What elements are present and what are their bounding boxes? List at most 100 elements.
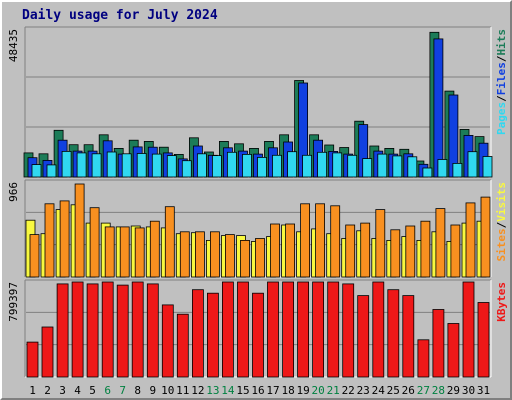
- panel-visits-sites: 966 Sites/Visits: [7, 179, 508, 278]
- bar-pages-day-5: [91, 153, 102, 178]
- bar-kbytes-day-7: [116, 284, 129, 378]
- x-tick-label: 2: [44, 384, 51, 397]
- bar-pages-day-22: [347, 154, 358, 178]
- bar-kbytes-day-20: [312, 281, 325, 378]
- bar-sites-day-26: [405, 225, 416, 278]
- bar-pages-day-15: [242, 153, 252, 178]
- bar-pages-day-3: [61, 150, 72, 178]
- x-tick-label: 28: [432, 384, 445, 397]
- legend-item-pages: Pages: [495, 102, 508, 135]
- x-tick-label: 27: [417, 384, 430, 397]
- bar-kbytes-day-3: [56, 283, 69, 378]
- legend-item-sep1: /: [495, 221, 508, 228]
- bar-pages-day-18: [287, 151, 298, 178]
- x-tick-label: 14: [221, 384, 235, 397]
- bar-pages-day-17: [272, 154, 282, 178]
- x-tick-label: 6: [104, 384, 111, 397]
- bar-kbytes-day-8: [131, 281, 144, 378]
- bar-sites-day-21: [330, 205, 341, 278]
- bar-sites-day-31: [480, 196, 491, 278]
- bar-kbytes-day-19: [297, 281, 310, 378]
- bar-pages-day-29: [452, 162, 463, 178]
- bar-files-day-28: [433, 38, 444, 178]
- legend-item-sites: Sites: [495, 228, 508, 261]
- bar-pages-day-11: [181, 160, 192, 178]
- x-tick-label: 29: [447, 384, 460, 397]
- bar-sites-day-15: [240, 239, 250, 278]
- bar-sites-day-29: [450, 224, 461, 278]
- x-tick-label: 8: [134, 384, 141, 397]
- bar-sites-day-19: [300, 203, 311, 278]
- legend-item-sep2: /: [495, 55, 508, 62]
- bar-kbytes-day-13: [206, 292, 219, 378]
- bar-kbytes-day-2: [41, 326, 54, 378]
- bar-sites-day-30: [465, 202, 476, 278]
- bar-kbytes-day-15: [237, 281, 249, 378]
- bar-pages-day-24: [377, 153, 388, 178]
- bar-sites-day-4: [74, 183, 85, 278]
- panel-kbytes: 799397 KBytes: [7, 279, 508, 378]
- legend-item-files: Files: [495, 62, 508, 95]
- bar-sites-day-13: [209, 231, 220, 278]
- bar-pages-day-25: [392, 155, 403, 178]
- bar-kbytes-day-10: [161, 304, 174, 378]
- bar-pages-day-28: [437, 159, 448, 178]
- x-tick-label: 13: [206, 384, 219, 397]
- x-tick-label: 10: [161, 384, 174, 397]
- x-tick-label: 5: [89, 384, 96, 397]
- x-tick-label: 30: [462, 384, 475, 397]
- bar-pages-day-27: [422, 167, 433, 178]
- bar-sites-day-14: [224, 234, 235, 278]
- x-tick-label: 18: [281, 384, 294, 397]
- bar-sites-day-27: [420, 220, 431, 278]
- bar-sites-day-22: [345, 224, 356, 278]
- bar-kbytes-day-6: [101, 281, 114, 378]
- x-tick-label: 26: [402, 384, 415, 397]
- bar-sites-day-12: [194, 231, 205, 278]
- bar-kbytes-day-11: [176, 313, 189, 378]
- bar-pages-day-31: [482, 156, 493, 178]
- bar-kbytes-day-1: [26, 341, 39, 378]
- bar-pages-day-23: [362, 158, 373, 178]
- bar-sites-day-18: [285, 223, 296, 278]
- x-tick-label: 22: [342, 384, 355, 397]
- x-tick-label: 9: [149, 384, 156, 397]
- bar-kbytes-day-21: [327, 281, 340, 378]
- bar-kbytes-day-24: [372, 281, 385, 378]
- bar-pages-day-6: [106, 151, 117, 178]
- legend-hits-files-pages: Pages/Files/Hits: [495, 29, 508, 135]
- legend-item-kbytes: KBytes: [495, 282, 508, 322]
- bar-kbytes-day-30: [462, 281, 475, 378]
- bar-sites-day-28: [435, 208, 446, 278]
- legend-kbytes: KBytes: [495, 282, 508, 322]
- bar-pages-day-10: [166, 155, 177, 178]
- x-tick-label: 4: [74, 384, 81, 397]
- bar-pages-day-13: [211, 155, 222, 178]
- bar-pages-day-14: [226, 151, 237, 178]
- bar-kbytes-day-27: [417, 339, 430, 378]
- bar-pages-day-7: [121, 153, 132, 178]
- y-max-label: 48435: [7, 29, 20, 62]
- bar-kbytes-day-25: [387, 289, 400, 378]
- chart-title: Daily usage for July 2024: [22, 8, 218, 23]
- bar-kbytes-day-5: [86, 283, 99, 378]
- bar-kbytes-day-29: [447, 323, 460, 378]
- bar-pages-day-26: [407, 156, 418, 178]
- x-tick-label: 17: [266, 384, 279, 397]
- bar-kbytes-day-12: [191, 289, 204, 378]
- bar-sites-day-9: [149, 220, 160, 278]
- bar-sites-day-25: [390, 229, 401, 278]
- bar-sites-day-1: [29, 234, 40, 278]
- bar-kbytes-day-22: [342, 283, 355, 378]
- bar-kbytes-day-9: [146, 283, 159, 378]
- bar-kbytes-day-26: [402, 295, 415, 378]
- x-tick-label: 21: [327, 384, 340, 397]
- bar-kbytes-day-17: [267, 281, 279, 378]
- bar-kbytes-day-31: [477, 302, 490, 378]
- x-tick-label: 12: [191, 384, 204, 397]
- x-tick-label: 25: [387, 384, 400, 397]
- bar-sites-day-8: [134, 227, 145, 278]
- bar-sites-day-3: [59, 200, 70, 278]
